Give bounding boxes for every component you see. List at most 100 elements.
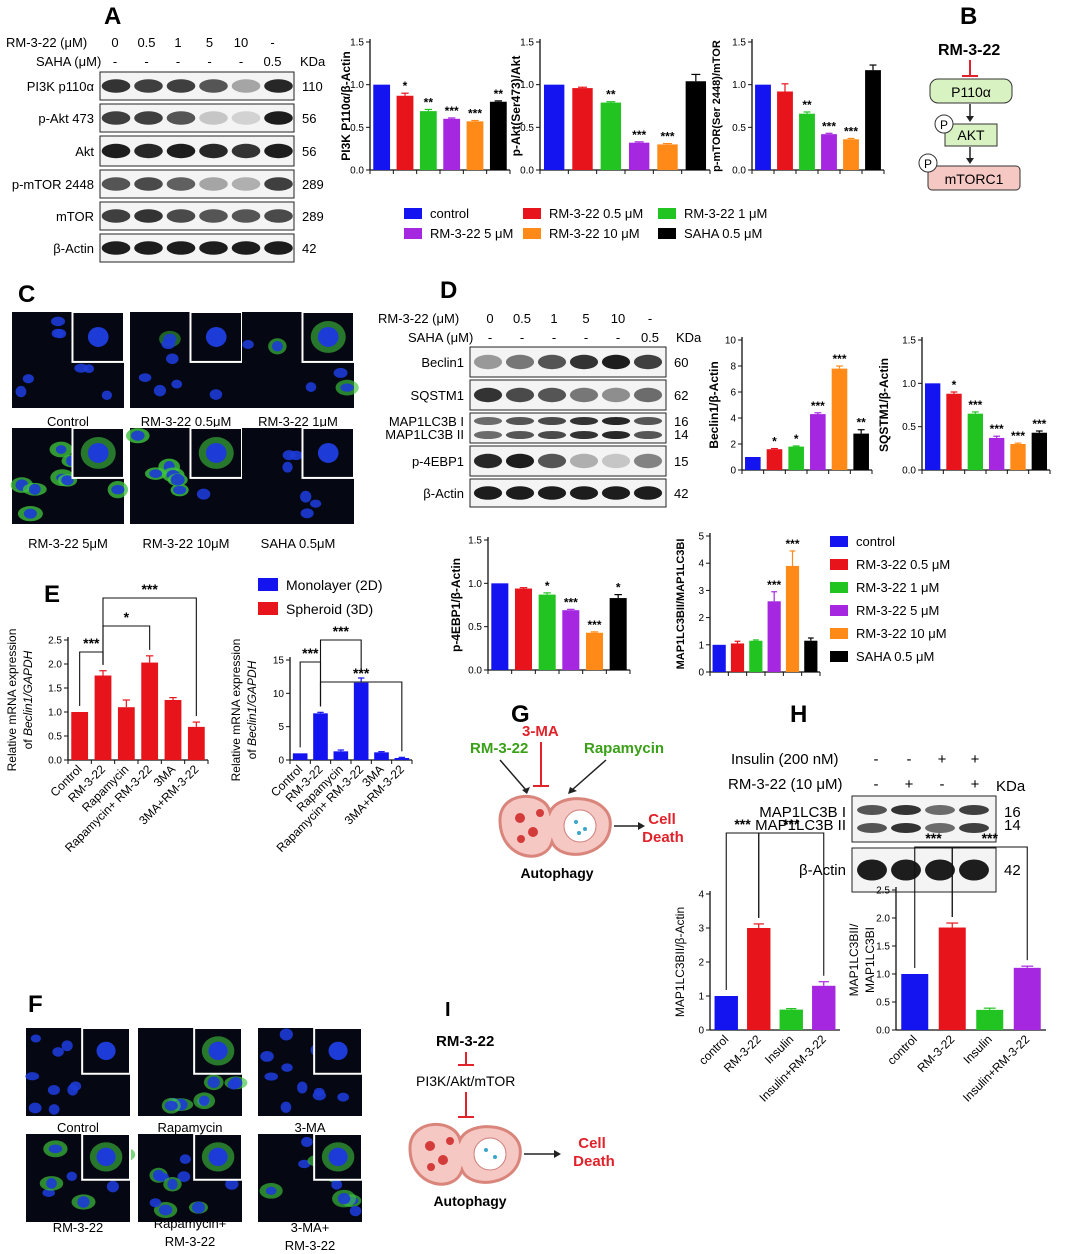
- cell-nucleus: [281, 1063, 293, 1072]
- blot-band: [569, 453, 599, 469]
- y-tick-label: 1.5: [732, 38, 746, 49]
- blot-band: [569, 354, 599, 370]
- y-tick-label: 2: [698, 613, 704, 624]
- blot-kda: 289: [302, 209, 324, 224]
- blot-band: [959, 859, 989, 881]
- lane-value: 0: [111, 35, 118, 50]
- blot-band: [264, 79, 293, 93]
- blot-frame: [99, 103, 295, 133]
- blot-band: [166, 177, 196, 191]
- chart-map1lc3b-ratio: 0 1 2 3 4 5 *** *** MAP1LC3BII/MAP1LC3BI: [675, 532, 821, 679]
- lane-value: 0.5: [263, 54, 281, 69]
- panel-b-pathway-diagram: RM-3-22 P110α AKT P mTORC1 P: [918, 42, 1021, 191]
- blot-band: [537, 387, 567, 403]
- a-rm-values: 0 0.5 1 5 10 -: [111, 35, 274, 50]
- bar: [657, 144, 678, 170]
- y-tick-label: 8: [730, 362, 736, 373]
- cell-nucleus: [271, 341, 283, 352]
- panel-letters: A B C D E F G H I: [18, 3, 977, 1021]
- blot-band: [473, 486, 503, 500]
- i-autophagosome: [408, 1123, 522, 1186]
- i-lysosome: [473, 1137, 507, 1171]
- a-kda-label: KDa: [300, 54, 326, 69]
- y-tick-label: 1.5: [876, 942, 890, 953]
- lane-value: -: [239, 54, 243, 69]
- cell-nucleus: [301, 1136, 313, 1148]
- bar: [164, 700, 182, 760]
- cell-nucleus: [42, 1188, 55, 1197]
- y-tick-label: 1.0: [468, 579, 482, 590]
- cell-nucleus: [209, 389, 223, 400]
- significance-mark: ***: [660, 130, 674, 144]
- blot-band: [134, 79, 163, 93]
- g-lysosome: [563, 809, 597, 843]
- i-vesicle-1: [425, 1141, 435, 1151]
- bar: [976, 1009, 1004, 1030]
- y-tick-label: 0: [278, 756, 284, 767]
- blot-kda: 16: [674, 414, 688, 429]
- bar: [353, 682, 369, 760]
- blot-band: [537, 354, 567, 370]
- blot-band: [633, 354, 663, 370]
- y-tick-label: 0.0: [732, 166, 746, 177]
- cell-nucleus: [280, 1101, 292, 1113]
- blot-band: [601, 431, 631, 439]
- y-tick-label: 0.5: [876, 998, 890, 1009]
- legend-label: RM-3-22 0.5 μM: [856, 557, 950, 572]
- blot-band: [537, 486, 567, 500]
- blot-band: [199, 111, 228, 125]
- g-dot-2: [583, 827, 587, 831]
- i-pathway-label: PI3K/Akt/mTOR: [416, 1073, 515, 1089]
- y-tick-label: 0.5: [48, 732, 62, 743]
- d-blot-rows: Beclin1 60 SQSTM1 62 MAP1LC3B I 16 MAP1LC3B II…: [385, 346, 688, 508]
- y-tick-label: 0.0: [48, 756, 62, 767]
- cell-nucleus: [179, 1154, 191, 1165]
- y-tick-label: 2: [730, 440, 736, 451]
- cell-nucleus: [265, 1186, 277, 1195]
- g-vesicle-4: [536, 809, 544, 817]
- blot-label: MAP1LC3B I: [389, 414, 464, 429]
- g-rm-label: RM-3-22: [470, 740, 528, 757]
- cell-nucleus: [331, 1179, 343, 1190]
- legend-label: control: [430, 206, 469, 221]
- blot-band: [601, 354, 631, 370]
- b-p110a-label: P110α: [951, 84, 991, 100]
- lane-value: +: [905, 776, 914, 793]
- blot-frame: [469, 478, 667, 508]
- blot-band: [473, 387, 503, 403]
- blot-band: [166, 241, 196, 255]
- panel-letter-e: E: [44, 581, 60, 608]
- cell-nucleus: [131, 430, 145, 441]
- blot-band: [505, 453, 535, 469]
- cell-nucleus: [164, 1100, 178, 1111]
- y-tick-label: 5: [698, 532, 704, 543]
- category-label: control: [884, 1032, 919, 1067]
- cell-nucleus: [340, 383, 354, 392]
- blot-frame: [99, 201, 295, 231]
- legend-swatch: [404, 228, 422, 239]
- inset-nucleus: [205, 326, 227, 347]
- bar: [749, 640, 763, 672]
- y-tick-label: 0.0: [876, 1026, 890, 1037]
- microscopy-caption: RM-3-22: [285, 1238, 336, 1253]
- bracket-label: *: [124, 609, 130, 625]
- bar: [779, 1009, 803, 1030]
- b-phospho-mtor: P: [924, 157, 932, 171]
- i-death-arrowhead: [554, 1150, 561, 1158]
- lane-value: 10: [234, 35, 248, 50]
- legend-label: RM-3-22 1 μM: [856, 580, 939, 595]
- d-rm-values: 0 0.5 1 5 10 -: [486, 311, 652, 326]
- bar: [396, 95, 414, 170]
- legend-swatch: [830, 559, 848, 570]
- blot-band: [891, 823, 921, 833]
- y-label-span: MAP1LC3BII/: [847, 923, 861, 996]
- lane-value: +: [938, 751, 947, 768]
- y-tick-label: 0.5: [902, 422, 916, 433]
- y-tick-label: 2.5: [48, 636, 62, 647]
- cell-nucleus: [337, 1092, 349, 1102]
- panel-g-autophagy-diagram: RM-3-22 3-MA Rapamycin Cell Death Autoph…: [470, 723, 684, 881]
- a-rm-label: RM-3-22 (μM): [6, 35, 87, 50]
- cell-nucleus: [52, 1047, 64, 1057]
- blot-band: [101, 79, 131, 93]
- i-death-label: Death: [573, 1153, 615, 1170]
